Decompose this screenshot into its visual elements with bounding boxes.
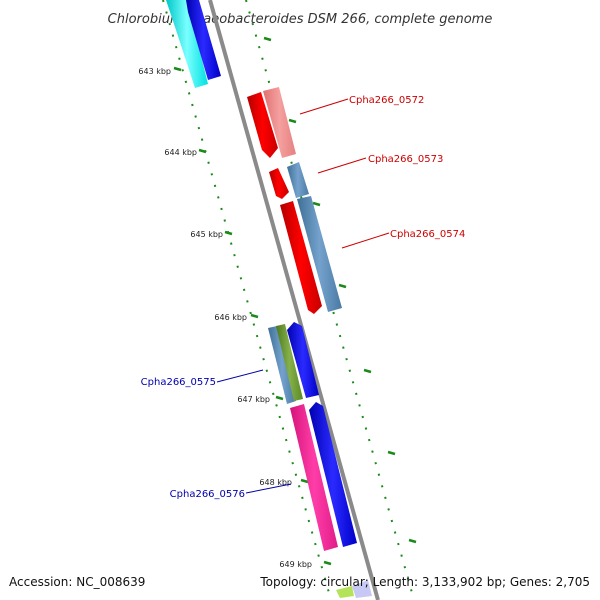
tick-label: 646 kbp — [214, 313, 247, 322]
gene-feature-steel-0575[interactable] — [268, 326, 296, 404]
leader-line-0576 — [245, 483, 292, 494]
gene-feature-cyan[interactable] — [166, 0, 208, 88]
major-ticks-right — [263, 36, 417, 544]
tick-label: 648 kbp — [259, 478, 292, 487]
accession-text: Accession: NC_008639 — [9, 575, 145, 589]
gene-label-cpha266-0572[interactable]: Cpha266_0572 — [349, 95, 424, 106]
gene-label-cpha266-0575[interactable]: Cpha266_0575 — [141, 377, 216, 388]
gene-label-cpha266-0576[interactable]: Cpha266_0576 — [170, 489, 245, 500]
leader-line-0573 — [317, 157, 367, 174]
gene-feature-red-0574[interactable] — [280, 201, 322, 314]
gene-feature-lavender-bottom[interactable] — [352, 580, 372, 598]
gene-feature-blue-0576[interactable] — [309, 402, 357, 547]
leader-line-0572 — [299, 98, 349, 115]
genome-summary-text: Topology: circular; Length: 3,133,902 bp… — [259, 575, 590, 589]
major-ticks-left — [173, 66, 332, 566]
gene-feature-blue-0575[interactable] — [287, 322, 319, 398]
tick-label: 644 kbp — [164, 148, 197, 157]
genome-backbone — [208, 0, 380, 600]
gene-feature-magenta-0576[interactable] — [290, 404, 338, 551]
gene-feature-red-0572-left[interactable] — [247, 92, 278, 158]
gene-feature-pink-0572[interactable] — [263, 87, 296, 158]
gene-feature-blue-top[interactable] — [186, 0, 221, 80]
gene-feature-steel-0573[interactable] — [287, 162, 309, 198]
gene-feature-lime-bottom[interactable] — [336, 586, 354, 598]
tick-label: 649 kbp — [279, 560, 312, 569]
gene-label-cpha266-0574[interactable]: Cpha266_0574 — [390, 229, 465, 240]
gene-feature-red-0573[interactable] — [269, 168, 289, 199]
gene-label-cpha266-0573[interactable]: Cpha266_0573 — [368, 154, 443, 165]
tick-label: 647 kbp — [237, 395, 270, 404]
gene-feature-olive-0575[interactable] — [276, 324, 303, 401]
leader-line-0574 — [341, 232, 390, 249]
tick-label: 643 kbp — [138, 67, 171, 76]
leader-line-0575 — [216, 369, 264, 383]
tick-label: 645 kbp — [190, 230, 223, 239]
gene-feature-steel-0574[interactable] — [297, 196, 342, 312]
map-title: Chlorobium phaeobacteroides DSM 266, com… — [108, 12, 493, 27]
